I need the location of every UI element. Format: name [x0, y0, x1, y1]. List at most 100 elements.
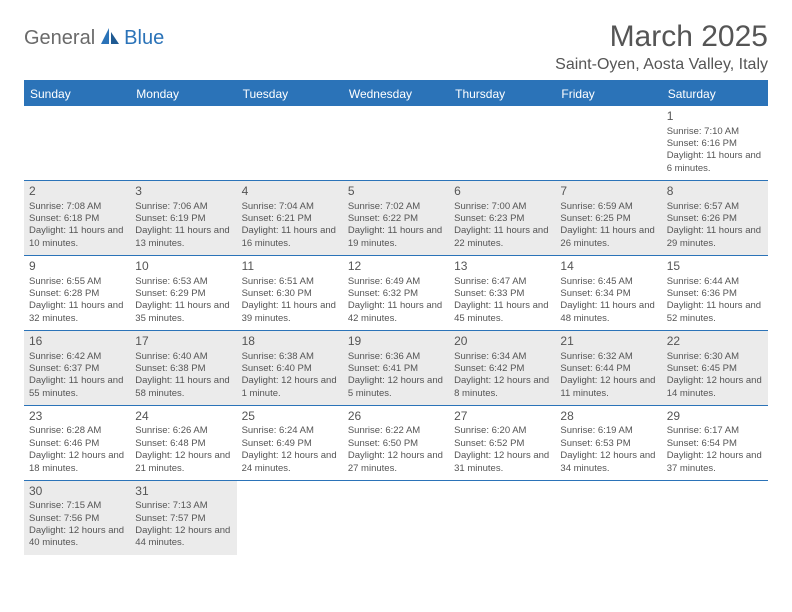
day-number: 23	[29, 409, 125, 425]
day-number: 14	[560, 259, 656, 275]
day-number: 29	[667, 409, 763, 425]
daylight-text: Daylight: 12 hours and 37 minutes.	[667, 450, 763, 475]
day-number: 31	[135, 484, 231, 500]
sunset-text: Sunset: 6:48 PM	[135, 438, 231, 450]
calendar-row: 16Sunrise: 6:42 AMSunset: 6:37 PMDayligh…	[24, 330, 768, 405]
sunrise-text: Sunrise: 6:59 AM	[560, 201, 656, 213]
sunrise-text: Sunrise: 6:19 AM	[560, 425, 656, 437]
sunset-text: Sunset: 6:44 PM	[560, 363, 656, 375]
day-cell: 12Sunrise: 6:49 AMSunset: 6:32 PMDayligh…	[343, 255, 449, 330]
day-number: 1	[667, 109, 763, 125]
day-cell: 29Sunrise: 6:17 AMSunset: 6:54 PMDayligh…	[662, 405, 768, 480]
calendar-row: 2Sunrise: 7:08 AMSunset: 6:18 PMDaylight…	[24, 180, 768, 255]
sunrise-text: Sunrise: 7:08 AM	[29, 201, 125, 213]
day-number: 11	[242, 259, 338, 275]
sunrise-text: Sunrise: 7:10 AM	[667, 126, 763, 138]
sunset-text: Sunset: 6:22 PM	[348, 213, 444, 225]
daylight-text: Daylight: 12 hours and 1 minute.	[242, 375, 338, 400]
day-header-row: Sunday Monday Tuesday Wednesday Thursday…	[24, 81, 768, 106]
empty-cell	[449, 106, 555, 180]
calendar-row: 9Sunrise: 6:55 AMSunset: 6:28 PMDaylight…	[24, 255, 768, 330]
sunset-text: Sunset: 6:49 PM	[242, 438, 338, 450]
sunset-text: Sunset: 6:16 PM	[667, 138, 763, 150]
sunrise-text: Sunrise: 6:34 AM	[454, 351, 550, 363]
day-number: 25	[242, 409, 338, 425]
empty-cell	[237, 106, 343, 180]
daylight-text: Daylight: 11 hours and 19 minutes.	[348, 225, 444, 250]
day-number: 30	[29, 484, 125, 500]
daylight-text: Daylight: 12 hours and 11 minutes.	[560, 375, 656, 400]
sunrise-text: Sunrise: 6:40 AM	[135, 351, 231, 363]
sunrise-text: Sunrise: 6:38 AM	[242, 351, 338, 363]
sunset-text: Sunset: 6:32 PM	[348, 288, 444, 300]
day-number: 2	[29, 184, 125, 200]
day-header: Sunday	[24, 81, 130, 106]
day-cell: 14Sunrise: 6:45 AMSunset: 6:34 PMDayligh…	[555, 255, 661, 330]
day-number: 6	[454, 184, 550, 200]
sunrise-text: Sunrise: 6:36 AM	[348, 351, 444, 363]
brand-part1: General	[24, 27, 95, 50]
day-cell: 6Sunrise: 7:00 AMSunset: 6:23 PMDaylight…	[449, 180, 555, 255]
day-number: 16	[29, 334, 125, 350]
sunset-text: Sunset: 6:34 PM	[560, 288, 656, 300]
empty-cell	[343, 106, 449, 180]
calendar-row: 30Sunrise: 7:15 AMSunset: 7:56 PMDayligh…	[24, 480, 768, 554]
day-number: 3	[135, 184, 231, 200]
day-cell: 25Sunrise: 6:24 AMSunset: 6:49 PMDayligh…	[237, 405, 343, 480]
sunrise-text: Sunrise: 6:49 AM	[348, 276, 444, 288]
sunset-text: Sunset: 6:30 PM	[242, 288, 338, 300]
sunrise-text: Sunrise: 6:22 AM	[348, 425, 444, 437]
sunrise-text: Sunrise: 7:02 AM	[348, 201, 444, 213]
sunset-text: Sunset: 6:50 PM	[348, 438, 444, 450]
day-cell: 3Sunrise: 7:06 AMSunset: 6:19 PMDaylight…	[130, 180, 236, 255]
sunset-text: Sunset: 6:18 PM	[29, 213, 125, 225]
day-number: 7	[560, 184, 656, 200]
day-cell: 17Sunrise: 6:40 AMSunset: 6:38 PMDayligh…	[130, 330, 236, 405]
sunrise-text: Sunrise: 6:42 AM	[29, 351, 125, 363]
day-header: Saturday	[662, 81, 768, 106]
calendar-table: Sunday Monday Tuesday Wednesday Thursday…	[24, 80, 768, 555]
sunset-text: Sunset: 6:28 PM	[29, 288, 125, 300]
sunset-text: Sunset: 6:19 PM	[135, 213, 231, 225]
sunrise-text: Sunrise: 7:06 AM	[135, 201, 231, 213]
day-cell: 28Sunrise: 6:19 AMSunset: 6:53 PMDayligh…	[555, 405, 661, 480]
empty-cell	[555, 106, 661, 180]
daylight-text: Daylight: 12 hours and 24 minutes.	[242, 450, 338, 475]
daylight-text: Daylight: 12 hours and 44 minutes.	[135, 525, 231, 550]
daylight-text: Daylight: 12 hours and 8 minutes.	[454, 375, 550, 400]
day-number: 24	[135, 409, 231, 425]
day-cell: 18Sunrise: 6:38 AMSunset: 6:40 PMDayligh…	[237, 330, 343, 405]
sunrise-text: Sunrise: 6:30 AM	[667, 351, 763, 363]
empty-cell	[24, 106, 130, 180]
daylight-text: Daylight: 11 hours and 16 minutes.	[242, 225, 338, 250]
daylight-text: Daylight: 11 hours and 10 minutes.	[29, 225, 125, 250]
sunrise-text: Sunrise: 6:32 AM	[560, 351, 656, 363]
day-cell: 19Sunrise: 6:36 AMSunset: 6:41 PMDayligh…	[343, 330, 449, 405]
day-header: Thursday	[449, 81, 555, 106]
calendar-page: General Blue March 2025 Saint-Oyen, Aost…	[0, 0, 792, 575]
sunrise-text: Sunrise: 6:55 AM	[29, 276, 125, 288]
daylight-text: Daylight: 11 hours and 6 minutes.	[667, 150, 763, 175]
daylight-text: Daylight: 12 hours and 18 minutes.	[29, 450, 125, 475]
day-header: Wednesday	[343, 81, 449, 106]
day-cell: 2Sunrise: 7:08 AMSunset: 6:18 PMDaylight…	[24, 180, 130, 255]
daylight-text: Daylight: 11 hours and 32 minutes.	[29, 300, 125, 325]
daylight-text: Daylight: 12 hours and 31 minutes.	[454, 450, 550, 475]
daylight-text: Daylight: 11 hours and 58 minutes.	[135, 375, 231, 400]
daylight-text: Daylight: 12 hours and 14 minutes.	[667, 375, 763, 400]
daylight-text: Daylight: 11 hours and 22 minutes.	[454, 225, 550, 250]
day-header: Tuesday	[237, 81, 343, 106]
sunrise-text: Sunrise: 6:47 AM	[454, 276, 550, 288]
day-cell: 15Sunrise: 6:44 AMSunset: 6:36 PMDayligh…	[662, 255, 768, 330]
day-cell: 16Sunrise: 6:42 AMSunset: 6:37 PMDayligh…	[24, 330, 130, 405]
daylight-text: Daylight: 11 hours and 55 minutes.	[29, 375, 125, 400]
day-cell: 9Sunrise: 6:55 AMSunset: 6:28 PMDaylight…	[24, 255, 130, 330]
day-cell: 8Sunrise: 6:57 AMSunset: 6:26 PMDaylight…	[662, 180, 768, 255]
day-number: 4	[242, 184, 338, 200]
day-cell: 11Sunrise: 6:51 AMSunset: 6:30 PMDayligh…	[237, 255, 343, 330]
day-number: 21	[560, 334, 656, 350]
day-number: 26	[348, 409, 444, 425]
day-number: 17	[135, 334, 231, 350]
daylight-text: Daylight: 11 hours and 42 minutes.	[348, 300, 444, 325]
location: Saint-Oyen, Aosta Valley, Italy	[555, 56, 768, 74]
